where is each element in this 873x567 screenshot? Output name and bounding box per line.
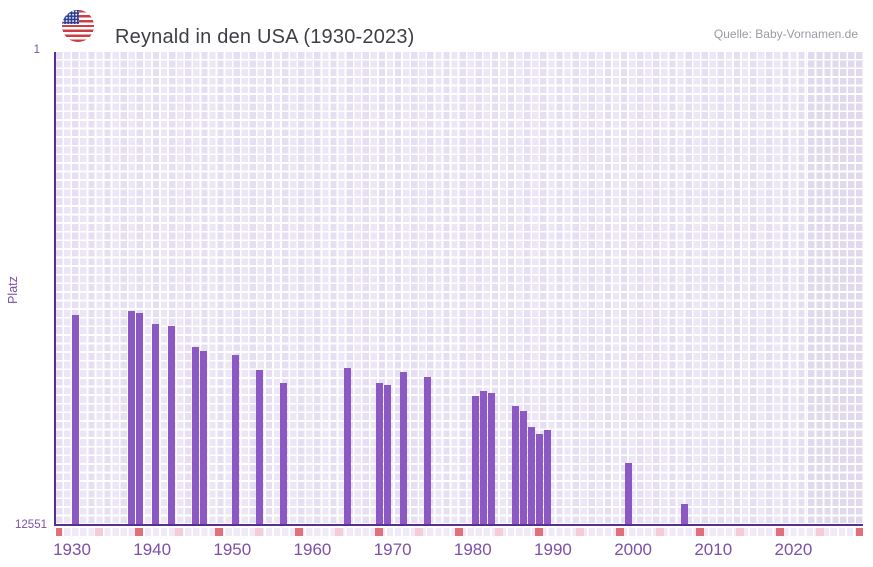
bar-1974[interactable] (424, 377, 432, 525)
red-decade-marker-1998 (615, 528, 624, 536)
red-decade-marker-1968 (375, 528, 384, 536)
pink-decade-marker-1993 (575, 528, 584, 536)
page-title: Reynald in den USA (1930-2023) (115, 26, 415, 49)
pink-decade-marker-1933 (94, 528, 103, 536)
x-axis-tick-1990: 1990 (534, 540, 572, 559)
bar-1999[interactable] (624, 462, 632, 525)
red-decade-marker-2028 (856, 528, 863, 536)
plot-area (56, 52, 863, 525)
bar-1982[interactable] (488, 392, 496, 525)
bar-1968[interactable] (376, 383, 384, 525)
pink-decade-marker-2013 (735, 528, 744, 536)
y-axis-tick-top: 1 (33, 44, 40, 56)
red-decade-marker-2018 (775, 528, 784, 536)
red-decade-marker-1928 (56, 528, 63, 536)
bar-1986[interactable] (520, 411, 528, 525)
us-flag-icon (62, 10, 94, 42)
pink-decade-marker-2023 (815, 528, 824, 536)
bar-1950[interactable] (231, 354, 239, 525)
decade-marker-strip (56, 528, 863, 536)
future-years-shaded-band (807, 52, 863, 525)
pink-decade-marker-1983 (495, 528, 504, 536)
x-axis-tick-1960: 1960 (293, 540, 332, 559)
x-axis-line (54, 524, 863, 526)
x-axis-tick-1970: 1970 (373, 540, 412, 559)
x-axis-tick-2020: 2020 (774, 540, 813, 559)
bar-1937[interactable] (127, 311, 135, 525)
y-axis-line (54, 52, 56, 526)
bar-2006[interactable] (680, 504, 688, 525)
pink-decade-marker-1973 (415, 528, 424, 536)
bar-1988[interactable] (536, 434, 544, 525)
bar-1942[interactable] (167, 326, 175, 525)
bar-1964[interactable] (344, 367, 352, 525)
x-axis-tick-2000: 2000 (614, 540, 653, 559)
red-decade-marker-1958 (294, 528, 303, 536)
bar-1985[interactable] (512, 405, 520, 525)
y-axis-title: Platz (6, 276, 20, 304)
red-decade-marker-1988 (535, 528, 544, 536)
x-axis-tick-1980: 1980 (453, 540, 492, 559)
bar-1938[interactable] (135, 313, 143, 525)
bar-1946[interactable] (199, 350, 207, 525)
bar-1930[interactable] (71, 314, 79, 525)
red-decade-marker-1938 (134, 528, 143, 536)
bar-1945[interactable] (191, 347, 199, 525)
source-credit: Quelle: Baby-Vornamen.de (713, 27, 858, 41)
red-decade-marker-2008 (695, 528, 704, 536)
bar-1969[interactable] (384, 384, 392, 525)
bar-1953[interactable] (255, 369, 263, 525)
bar-1980[interactable] (472, 396, 480, 525)
bar-1989[interactable] (544, 430, 552, 525)
pink-decade-marker-1943 (174, 528, 183, 536)
x-axis-tick-1930: 1930 (53, 540, 91, 559)
x-axis-tick-1950: 1950 (213, 540, 252, 559)
bar-1987[interactable] (528, 426, 536, 525)
x-axis-tick-2010: 2010 (694, 540, 733, 559)
pink-decade-marker-1953 (254, 528, 263, 536)
pink-decade-marker-1963 (335, 528, 344, 536)
x-axis-tick-1940: 1940 (133, 540, 172, 559)
bar-1956[interactable] (279, 383, 287, 525)
bar-1971[interactable] (400, 371, 408, 525)
bar-1981[interactable] (480, 390, 488, 525)
y-axis-tick-bottom: 12551 (15, 519, 47, 531)
red-decade-marker-1978 (455, 528, 464, 536)
pink-decade-marker-2003 (655, 528, 664, 536)
bar-1940[interactable] (151, 324, 159, 525)
red-decade-marker-1948 (214, 528, 223, 536)
